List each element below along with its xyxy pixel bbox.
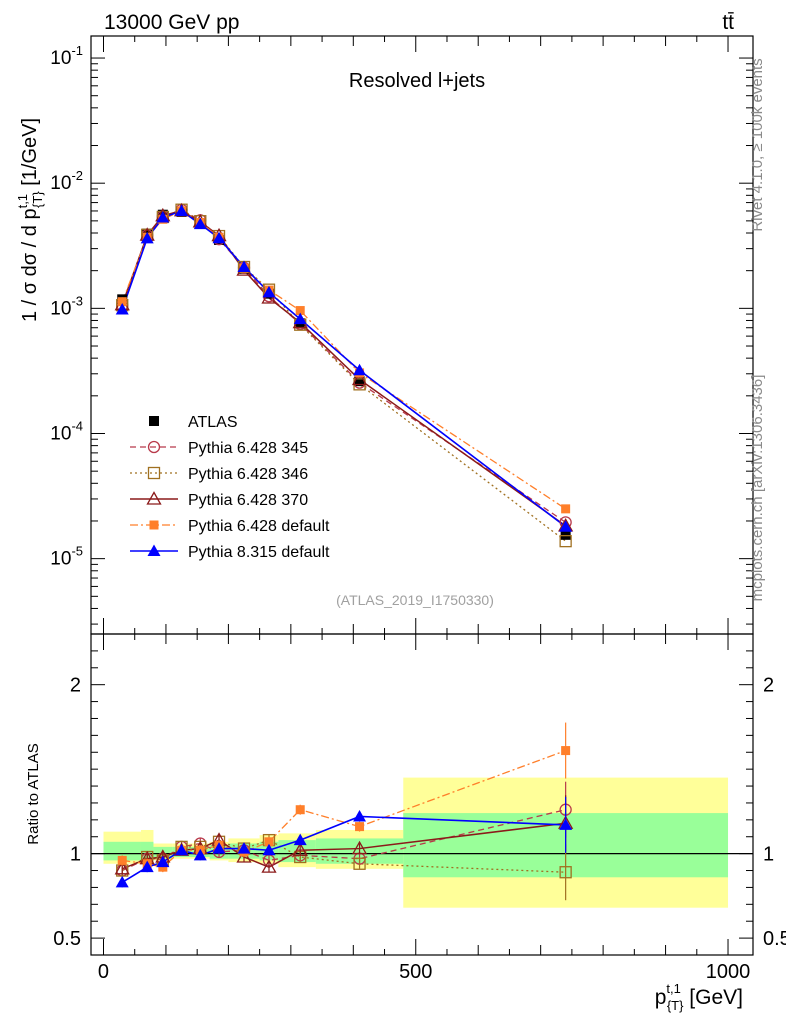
legend-label-data: ATLAS bbox=[188, 414, 238, 431]
main-y-tick-label: 10-1 bbox=[50, 43, 83, 69]
ratio-point-pdefault bbox=[561, 746, 571, 756]
ratio-point-p8 bbox=[140, 860, 154, 873]
legend-marker-p345 bbox=[147, 440, 161, 454]
ratio-point-p8 bbox=[193, 848, 207, 861]
x-tick-label: 0 bbox=[98, 961, 109, 983]
main-point-p8 bbox=[559, 520, 573, 532]
panel-title: Resolved l+jets bbox=[349, 70, 485, 92]
main-point-p370 bbox=[351, 371, 368, 386]
ratio-y-tick-label-right: 1 bbox=[763, 844, 774, 866]
ratio-y-tick-label-left: 2 bbox=[70, 675, 81, 697]
main-point-p8 bbox=[175, 204, 189, 216]
legend-marker-data bbox=[149, 416, 159, 426]
main-point-p8 bbox=[156, 210, 170, 223]
main-point-p8 bbox=[115, 302, 129, 315]
ratio-point-pdefault bbox=[264, 837, 274, 847]
main-point-p8 bbox=[193, 217, 207, 230]
band-inner-bin bbox=[103, 841, 141, 861]
ratio-point-p370 bbox=[114, 861, 130, 875]
ratio-point-p370 bbox=[261, 859, 277, 873]
main-y-tick-label: 10-3 bbox=[50, 293, 83, 319]
ratio-uncertainty-bands bbox=[91, 777, 753, 908]
ratio-point-p370 bbox=[292, 842, 308, 856]
main-y-tick-label: 10-5 bbox=[50, 544, 83, 570]
legend-marker-p370 bbox=[146, 491, 162, 505]
ratio-point-p8 bbox=[262, 843, 276, 856]
ratio-y-tick-label-left: 0.5 bbox=[53, 928, 81, 950]
main-point-p8 bbox=[262, 285, 276, 298]
main-y-axis-label: 1 / σ dσ / d pt,1{T} [1/GeV] bbox=[15, 118, 45, 322]
ratio-point-p370 bbox=[351, 840, 368, 855]
legend-label-p345: Pythia 6.428 345 bbox=[188, 440, 308, 457]
main-point-p8 bbox=[293, 312, 307, 325]
ratio-point-p8 bbox=[175, 843, 189, 856]
rivet-label: Rivet 4.1.0, ≥ 100k events bbox=[749, 58, 766, 231]
main-y-tick-label: 10-4 bbox=[50, 418, 83, 444]
process-label: tt̄ bbox=[722, 11, 734, 34]
main-point-p8 bbox=[212, 231, 226, 244]
x-tick-label: 1000 bbox=[706, 961, 751, 983]
axes: 10-5 10-4 10-3 10-2 10-1 0.5 0.5 1 1 2 2 0 500 1000 bbox=[50, 35, 786, 983]
ratio-point-pdefault bbox=[158, 862, 168, 872]
legend-label-p8: Pythia 8.315 default bbox=[188, 544, 330, 561]
legend-label-pdefault: Pythia 6.428 default bbox=[188, 518, 330, 535]
main-point-p8 bbox=[237, 260, 251, 272]
series-markers bbox=[114, 202, 574, 901]
main-point-p8 bbox=[353, 363, 367, 376]
ratio-y-tick-label-left: 1 bbox=[70, 844, 81, 866]
main-point-pdefault bbox=[295, 306, 305, 316]
ratio-point-p8 bbox=[293, 833, 307, 846]
legend: ATLAS Pythia 6.428 345 Pythia 6.428 346 Pyt… bbox=[130, 414, 330, 561]
main-point-pdefault bbox=[561, 504, 571, 514]
ratio-point-p8 bbox=[353, 809, 367, 822]
ratio-point-p346 bbox=[353, 857, 366, 870]
analysis-id: (ATLAS_2019_I1750330) bbox=[336, 592, 494, 608]
main-line-pdefault bbox=[121, 210, 566, 510]
mcplots-label: mcplots.cern.ch [arXiv:1306.3436] bbox=[749, 375, 766, 602]
main-point-data bbox=[560, 529, 571, 540]
ratio-y-tick-label-right: 0.5 bbox=[763, 928, 786, 950]
legend-label-p370: Pythia 6.428 370 bbox=[188, 492, 308, 509]
legend-marker-pdefault bbox=[149, 520, 159, 530]
legend-label-p346: Pythia 6.428 346 bbox=[188, 466, 308, 483]
ratio-point-p8 bbox=[237, 842, 251, 854]
ratio-point-p8 bbox=[212, 842, 226, 854]
ratio-y-axis-label: Ratio to ATLAS bbox=[25, 743, 42, 844]
main-y-tick-label: 10-2 bbox=[50, 168, 83, 194]
ratio-point-p8 bbox=[115, 875, 129, 888]
x-axis-label: pt,1 {T} [GeV] bbox=[655, 981, 743, 1013]
ratio-point-pdefault bbox=[295, 805, 305, 815]
main-point-pdefault bbox=[117, 297, 127, 307]
energy-label: 13000 GeV pp bbox=[104, 11, 239, 34]
main-point-data bbox=[354, 376, 365, 387]
ratio-point-p346 bbox=[559, 866, 572, 879]
legend-marker-p8 bbox=[147, 544, 161, 556]
ratio-y-tick-label-right: 2 bbox=[763, 675, 774, 697]
ratio-point-p8 bbox=[559, 818, 573, 830]
ratio-point-p8 bbox=[156, 855, 170, 868]
legend-marker-p346 bbox=[147, 466, 161, 480]
ratio-frame bbox=[90, 633, 754, 956]
main-point-p8 bbox=[140, 231, 154, 244]
main-point-p346 bbox=[559, 534, 572, 548]
ratio-point-pdefault bbox=[117, 855, 127, 865]
ratio-point-pdefault bbox=[355, 822, 365, 832]
x-tick-label: 500 bbox=[399, 961, 432, 983]
